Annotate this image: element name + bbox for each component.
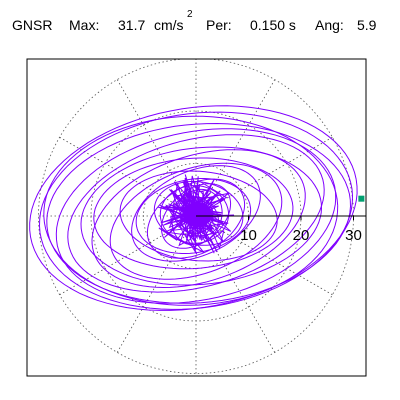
max-point-marker [358,195,365,202]
max-unit: cm/s [154,17,184,33]
max-unit-exponent: 2 [187,9,193,20]
orbit-loop [80,146,323,286]
orbit-loop [109,162,283,280]
orbit-trace [29,105,358,311]
orbit-loop [38,111,354,310]
angle-value: 5.9 [357,17,377,33]
plot-frame [26,58,367,377]
radial-tick-label: 30 [345,227,362,244]
station-code: GNSR [12,17,53,33]
max-label: Max: [69,17,100,33]
orbit-loop [91,149,306,289]
orbit-loop [67,134,325,293]
period-label: Per: [206,17,232,33]
grid-spoke-240 [116,215,197,353]
radial-tick-label: 20 [293,227,310,244]
orbit-loop [43,115,339,306]
orbit-loop [93,157,294,270]
orbit-loop [55,128,337,304]
orbit-core-fill [182,201,213,228]
orbit-loop [146,178,246,259]
radial-tick-label: 10 [240,227,257,244]
orbit-loop [119,170,278,262]
angle-label: Ang: [315,17,344,33]
orbit-loop [131,165,261,262]
max-marker-layer [358,195,365,202]
max-value: 31.7 [118,17,146,33]
radial-tick-labels: 10 20 30 [240,216,362,244]
plot-header: GNSR Max: 31.7 cm/s 2 Per: 0.150 s Ang: … [0,9,400,39]
period-value: 0.150 s [250,17,296,33]
